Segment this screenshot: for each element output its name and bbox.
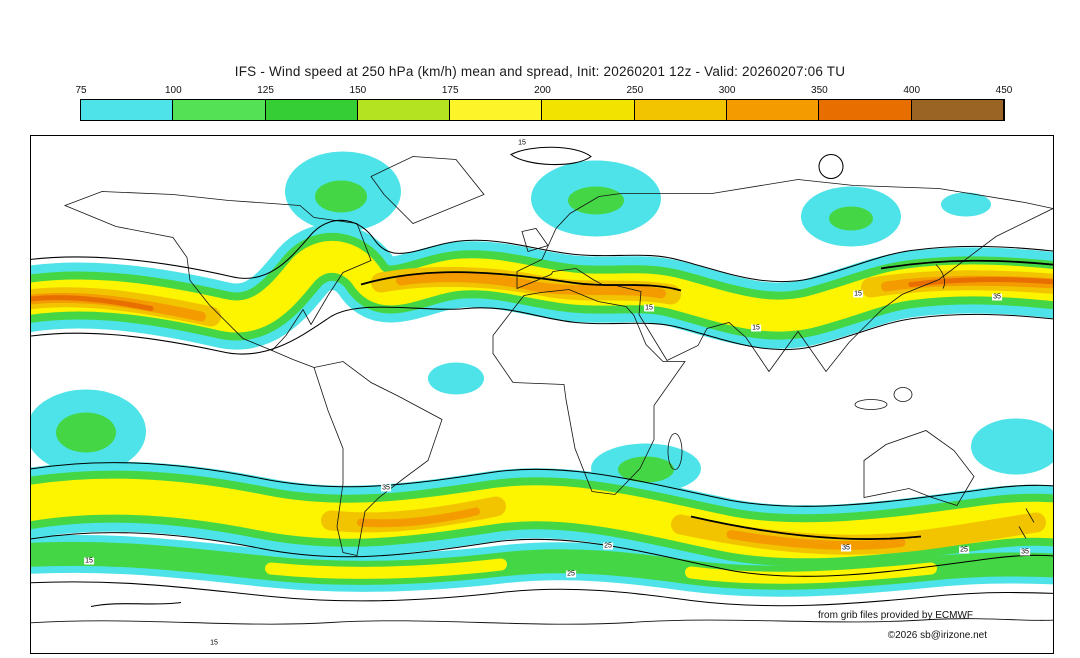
contour-label: 15 <box>751 324 761 332</box>
colorbar-tick: 400 <box>903 85 921 96</box>
coast-new-zealand <box>1018 508 1035 539</box>
contour-label: 35 <box>992 293 1002 301</box>
contour-label: 25 <box>959 546 969 554</box>
contour-label: 15 <box>644 304 654 312</box>
coast-japan <box>935 264 945 289</box>
attribution-copyright: ©2026 sb@irizone.net <box>887 630 987 641</box>
colorbar-tick: 175 <box>441 85 459 96</box>
colorbar-segment <box>819 100 912 120</box>
colorbar-segment <box>81 100 174 120</box>
colorbar-tick: 125 <box>257 85 274 96</box>
contour-label: 25 <box>566 570 576 578</box>
coast-north-america <box>63 191 372 351</box>
colorbar-segment <box>173 100 266 120</box>
colorbar: 75 100 125 150 175 200 250 300 350 400 450 <box>75 85 1012 121</box>
contour-label: 15 <box>517 139 527 147</box>
coast-africa <box>492 289 686 495</box>
coast-indonesia <box>854 399 888 410</box>
coast-borneo <box>893 387 913 402</box>
contour-label: 15 <box>853 290 863 298</box>
spread-contours <box>31 146 1053 608</box>
coast-australia <box>863 430 975 506</box>
band-orange-layer <box>31 272 1053 550</box>
contour-label: 15 <box>209 639 219 647</box>
colorbar-segment <box>911 100 1004 120</box>
colorbar-tick: 300 <box>718 85 736 96</box>
coast-british-isles <box>521 228 549 252</box>
coast-greenland <box>370 156 485 224</box>
colorbar-segment <box>727 100 820 120</box>
contour-label: 15 <box>84 557 94 565</box>
colorbar-tick: 75 <box>75 85 87 96</box>
attribution-source: from grib files provided by ECMWF <box>817 610 973 621</box>
contour-label: 35 <box>381 484 391 492</box>
coast-south-america <box>313 361 443 556</box>
contour-label: 35 <box>841 544 851 552</box>
coast-central-america <box>271 350 315 368</box>
coast-antarctica <box>31 618 1053 653</box>
contour-label: 25 <box>603 542 613 550</box>
colorbar-segment <box>357 100 451 120</box>
world-map: from grib files provided by ECMWF ©2026 … <box>30 135 1054 654</box>
colorbar-segment <box>634 100 728 120</box>
colorbar-tick: 150 <box>349 85 367 96</box>
colorbar-tick: 250 <box>626 85 644 96</box>
colorbar-tick: 100 <box>164 85 182 96</box>
colorbar-tick: 450 <box>995 85 1013 96</box>
colorbar-tick: 350 <box>811 85 828 96</box>
coast-madagascar <box>667 433 683 470</box>
chart-title: IFS - Wind speed at 250 hPa (km/h) mean … <box>234 64 846 79</box>
map-canvas <box>31 146 1053 653</box>
contour-label: 35 <box>1020 548 1030 556</box>
colorbar-segment <box>542 100 635 120</box>
colorbar-segment <box>265 100 358 120</box>
colorbar-tick: 200 <box>534 85 551 96</box>
colorbar-segment <box>450 100 543 120</box>
